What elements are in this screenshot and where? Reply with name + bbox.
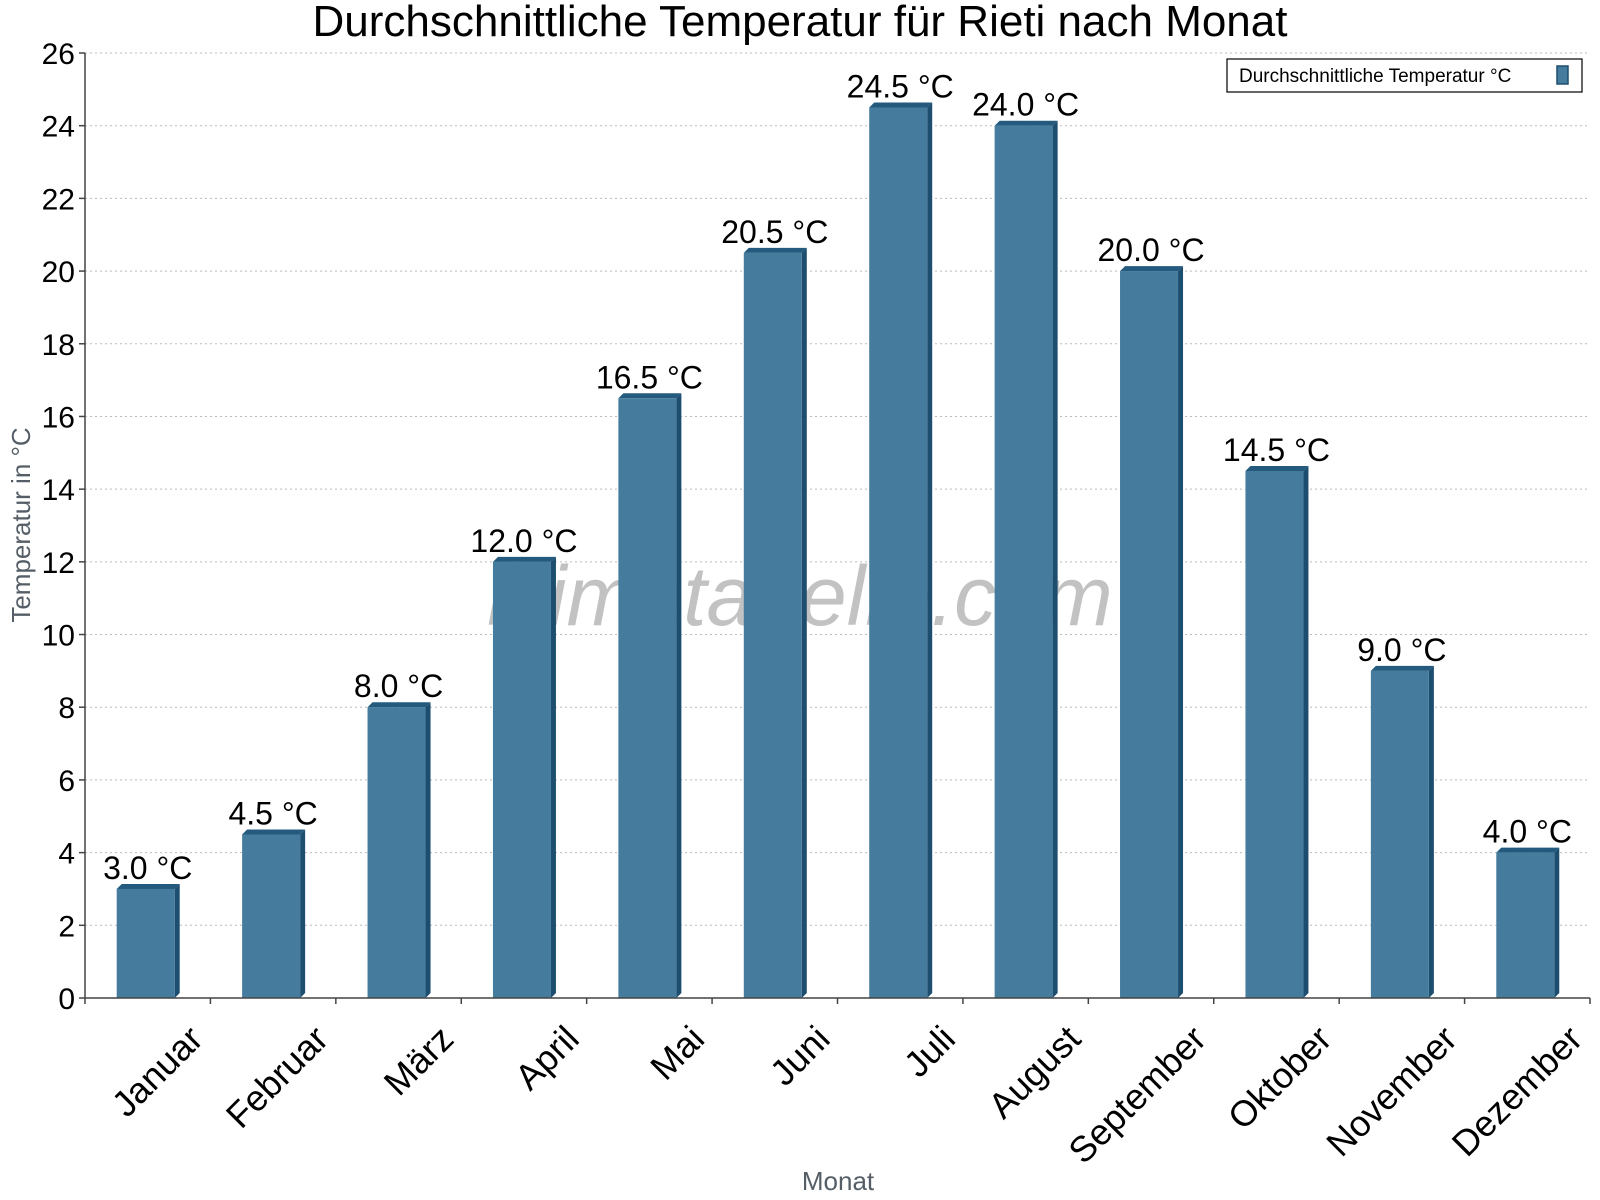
- x-tick-label: April: [507, 1018, 587, 1098]
- bar-top: [492, 556, 556, 562]
- x-tick-label: August: [980, 1018, 1088, 1126]
- bar-value-label: 4.5 °C: [228, 795, 317, 831]
- y-tick-label: 26: [42, 38, 75, 71]
- bar-side: [1052, 120, 1058, 998]
- bar-side: [300, 829, 306, 998]
- legend-box: [1226, 58, 1583, 93]
- bar-value-label: 12.0 °C: [470, 523, 577, 559]
- bar-top: [1370, 665, 1434, 671]
- bar-value-label: 24.0 °C: [972, 87, 1079, 123]
- bar-top: [242, 829, 306, 835]
- bar-top: [869, 102, 933, 108]
- x-tick-label: Februar: [218, 1018, 336, 1136]
- bar-side: [174, 883, 180, 998]
- y-tick-label: 6: [58, 765, 75, 798]
- bar-top: [618, 393, 682, 399]
- bar-side: [425, 702, 431, 998]
- bar-side: [1428, 665, 1434, 998]
- y-tick-label: 12: [42, 547, 75, 580]
- bar-top: [743, 247, 807, 253]
- x-tick-label: Januar: [104, 1018, 211, 1125]
- x-tick-label: November: [1318, 1018, 1464, 1164]
- y-tick-label: 0: [58, 983, 75, 1016]
- y-tick-label: 2: [58, 910, 75, 943]
- bar-side: [927, 102, 933, 999]
- bar: [242, 834, 301, 998]
- bar: [1245, 470, 1304, 998]
- bar: [492, 561, 551, 998]
- bar-side: [1554, 847, 1560, 998]
- x-tick-label: Juni: [762, 1018, 838, 1094]
- y-tick-label: 20: [42, 256, 75, 289]
- bar: [994, 125, 1053, 998]
- bar-side: [676, 393, 682, 998]
- bar-top: [116, 883, 180, 889]
- bar: [743, 252, 802, 999]
- y-tick-label: 10: [42, 620, 75, 653]
- bar-value-label: 20.0 °C: [1098, 232, 1205, 268]
- bar-side: [550, 556, 556, 998]
- bar-value-label: 9.0 °C: [1357, 632, 1446, 668]
- bar-value-label: 4.0 °C: [1483, 814, 1572, 850]
- bar-value-label: 16.5 °C: [596, 359, 703, 395]
- bar-top: [1245, 465, 1309, 471]
- bar-top: [1120, 266, 1184, 272]
- bar-value-label: 3.0 °C: [103, 850, 192, 886]
- bar-top: [367, 702, 431, 708]
- bar-value-label: 20.5 °C: [721, 214, 828, 250]
- y-tick-label: 8: [58, 692, 75, 725]
- bar: [367, 707, 426, 998]
- bar-top: [1496, 847, 1560, 853]
- y-tick-label: 14: [42, 474, 75, 507]
- y-tick-label: 24: [42, 111, 75, 144]
- y-tick-label: 18: [42, 329, 75, 362]
- bar: [116, 888, 175, 998]
- legend-label: Durchschnittliche Temperatur °C: [1239, 66, 1511, 87]
- value-labels: 3.0 °C 4.5 °C 8.0 °C 12.0 °C 16.5 °C 20.5 °C 2…: [103, 69, 1572, 886]
- x-tick-label: September: [1060, 1018, 1214, 1172]
- bar: [1120, 271, 1179, 999]
- x-tick-label: Mai: [642, 1018, 712, 1088]
- bars: [116, 102, 1560, 999]
- legend: Durchschnittliche Temperatur °C: [1226, 58, 1583, 93]
- x-axis-title: Monat: [802, 1166, 875, 1196]
- bar-value-label: 24.5 °C: [847, 69, 954, 105]
- legend-swatch: [1556, 65, 1569, 85]
- bar-value-label: 8.0 °C: [354, 668, 443, 704]
- x-tick-label: Oktober: [1220, 1018, 1340, 1138]
- bar: [869, 107, 928, 999]
- bar: [1496, 852, 1555, 998]
- x-tick-label: März: [376, 1018, 462, 1104]
- bar: [618, 398, 677, 998]
- grid-lines: [85, 52, 1590, 926]
- chart-title: Durchschnittliche Temperatur für Rieti n…: [313, 0, 1288, 46]
- y-tick-label: 22: [42, 183, 75, 216]
- bar-value-label: 14.5 °C: [1223, 432, 1330, 468]
- bar-side: [1178, 266, 1184, 999]
- bar-side: [801, 247, 807, 999]
- y-tick-label: 16: [42, 401, 75, 434]
- x-tick-label: Dezember: [1444, 1018, 1590, 1164]
- bar-side: [1303, 465, 1309, 998]
- y-tick-label: 4: [58, 838, 75, 871]
- y-axis-title: Temperatur in °C: [6, 427, 36, 622]
- bar-top: [994, 120, 1058, 126]
- x-tick-label: Juli: [896, 1018, 963, 1085]
- bar: [1370, 670, 1429, 998]
